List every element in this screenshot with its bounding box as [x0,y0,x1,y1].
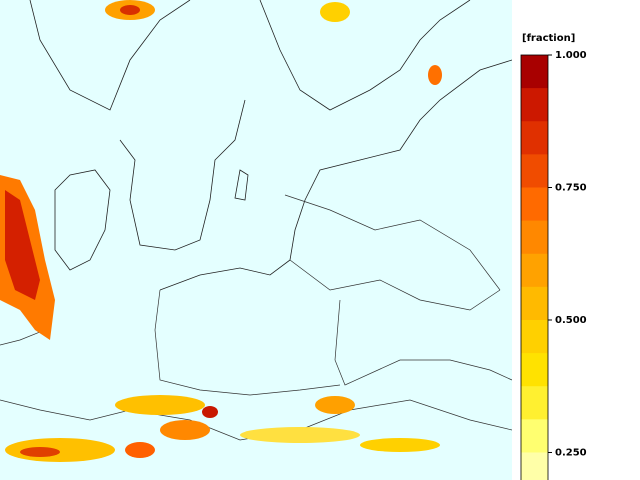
field-blob [20,447,60,457]
map [0,0,513,441]
field-blob [120,5,140,15]
coastline [29,0,191,111]
border [289,259,501,311]
colorbar-segment [521,88,548,122]
colorbar-segment [521,55,548,89]
field-blob [115,395,205,415]
field-blob [125,442,155,458]
field-blob [160,420,210,440]
field-blob [360,438,440,452]
colorbar-segment [521,386,548,420]
colorbar-label: [fraction] [522,33,575,44]
field-blob [202,406,218,418]
colorbar-tick-label: 1.000 [555,50,587,61]
border [154,289,341,396]
colorbar-segment [521,187,548,222]
colorbar-segment [521,319,548,354]
colorbar-segment [521,220,548,255]
colorbar-segment [521,154,548,188]
coastline [119,99,246,251]
colorbar-segment [521,353,548,387]
colorbar-tick-label: 0.250 [555,447,587,458]
coastline [54,169,111,271]
colorbar-segment [521,286,548,321]
field-blob [428,65,442,85]
colorbar-segment [521,121,548,155]
colorbar-segment [521,419,548,453]
field-blob [5,438,115,462]
coastline [159,59,513,291]
colorbar-tick-label: 0.750 [555,182,587,193]
map-background [0,0,512,480]
colorbar-frame [520,54,549,480]
colorbar-segment [521,253,548,288]
field [0,0,442,462]
coastline [259,0,471,111]
colorbar: 1.000 0.750 0.500 0.250 [520,50,587,480]
coastline [234,169,249,201]
border [284,194,501,291]
field-blob [320,2,350,22]
colorbar-tick-label: 0.500 [555,315,587,326]
border [0,399,513,441]
field-blob [240,427,360,443]
field-blob [5,190,40,300]
field-blob [315,396,355,414]
border [334,299,513,386]
colorbar-segment [521,452,548,480]
